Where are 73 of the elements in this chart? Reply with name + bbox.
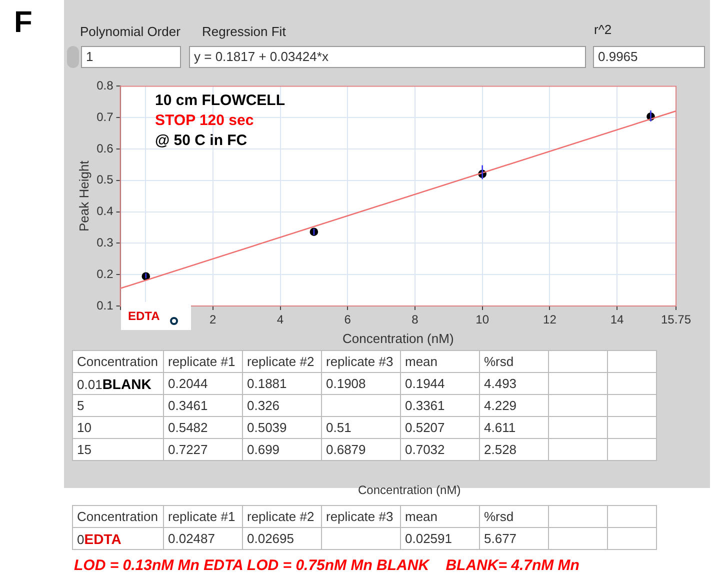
y-tick-label: 0.3 [96, 236, 114, 250]
text: 0.699 [247, 442, 280, 457]
text: 5.677 [484, 531, 517, 546]
y-tick-label: 0.2 [96, 266, 114, 281]
x-axis-title: Concentration (nM) [342, 330, 454, 346]
text: 0.7227 [168, 442, 208, 457]
text: %rsd [484, 354, 514, 369]
annotation: 10 cm FLOWCELL [155, 92, 286, 109]
text: Concentration [77, 509, 158, 524]
text: 0.6879 [326, 442, 366, 457]
text: replicate #3 [326, 354, 394, 369]
x-tick-label: 4 [276, 312, 284, 327]
text: Concentration [77, 354, 158, 369]
text: Regression Fit [202, 24, 286, 39]
x-tick-label: 14 [610, 312, 624, 327]
x-tick-label: 2 [210, 312, 217, 327]
text: 0.5482 [168, 420, 208, 435]
text: 1 [81, 46, 181, 68]
y-tick-label: 0.6 [96, 141, 114, 156]
text: EDTA [128, 309, 160, 323]
x-tick-label: 8 [412, 312, 419, 327]
text: y = 0.1817 + 0.03424*x [189, 46, 586, 68]
text: 4.229 [484, 398, 517, 413]
text: 0.02695 [247, 531, 294, 546]
text: 0 [77, 532, 84, 546]
text: 0.5039 [247, 420, 287, 435]
x-tick-label: 10 [476, 312, 490, 327]
text: 0.51 [326, 420, 352, 435]
x-tick-label: 6 [344, 312, 352, 327]
x-tick-label: 12 [543, 312, 557, 327]
text: 0.5207 [405, 420, 445, 435]
text: F [14, 6, 32, 40]
text: mean [405, 509, 438, 524]
text: LOD = 0.13nM Mn EDTA LOD = 0.75nM Mn BLANK BLANK= 4.7nM Mn [74, 557, 580, 574]
text: 0.326 [247, 398, 280, 413]
text: Polynomial Order [80, 24, 180, 39]
y-tick-label: 0.1 [96, 298, 114, 312]
text: 0.7032 [405, 442, 445, 457]
y-axis-title: Peak Height [76, 160, 92, 232]
text: replicate #3 [326, 509, 394, 524]
text: 0.02591 [405, 531, 452, 546]
y-tick-label: 0.8 [96, 78, 114, 93]
text: 5 [77, 398, 84, 413]
text: r^2 [594, 22, 612, 37]
x-tick-label: 15.75 [660, 312, 692, 327]
text: %rsd [484, 509, 514, 524]
text: 0.01 [77, 376, 102, 392]
text: 2.528 [484, 442, 517, 457]
text: 0.3361 [405, 398, 445, 413]
text: Concentration (nM) [358, 483, 461, 497]
text: replicate #2 [247, 354, 314, 369]
y-tick-label: 0.5 [96, 172, 114, 187]
text: 0.9965 [593, 46, 705, 68]
y-tick-label: 0.7 [96, 110, 114, 124]
text: replicate #1 [168, 354, 236, 369]
text: 0.1881 [247, 376, 287, 391]
text: EDTA [84, 530, 122, 546]
text: mean [405, 354, 438, 369]
text: replicate #2 [247, 509, 314, 524]
text: 0.3461 [168, 398, 208, 413]
y-tick-label: 0.4 [96, 204, 114, 218]
text: 0.1944 [405, 376, 445, 391]
text: 4.493 [484, 376, 517, 391]
text: BLANK [102, 376, 152, 392]
text: 15 [77, 442, 92, 457]
text: 0.2044 [168, 376, 208, 391]
text: replicate #1 [168, 509, 236, 524]
text: 4.611 [484, 420, 516, 435]
annotation: STOP 120 sec [155, 112, 254, 129]
annotation: @ 50 C in FC [155, 132, 248, 149]
text: 10 [77, 420, 92, 435]
text: 0.1908 [326, 376, 366, 391]
text: 0.02487 [168, 531, 215, 546]
